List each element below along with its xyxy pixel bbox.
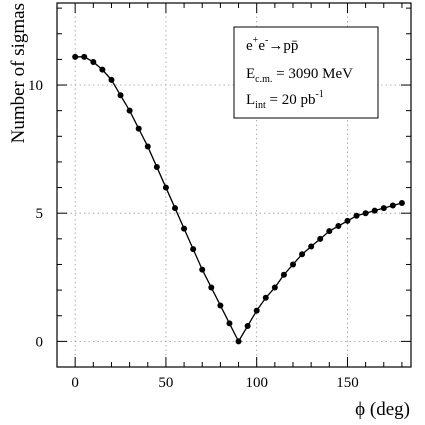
data-point-24 [290,261,296,268]
data-point-31 [353,212,360,219]
data-point-35 [389,202,396,209]
data-point-12 [181,225,188,232]
y-tick-label-0: 0 [36,334,44,350]
data-point-5 [117,92,124,99]
data-point-13 [190,246,197,253]
data-point-22 [271,284,278,291]
x-tick-label-3: 150 [336,375,359,391]
data-point-25 [299,251,306,258]
data-point-7 [135,125,142,132]
data-point-16 [217,302,224,309]
data-point-27 [317,235,324,242]
data-point-30 [344,217,351,224]
data-point-17 [226,320,233,327]
x-axis-title: ϕ (deg) [355,399,410,420]
data-point-0 [72,53,79,60]
data-point-34 [380,205,387,212]
data-point-20 [253,307,260,314]
data-point-10 [162,184,169,191]
data-point-26 [308,243,315,250]
y-tick-label-2: 10 [28,78,43,94]
legend-box: e+e-→pp̄ Ec.m. = 3090 MeV Lint = 20 pb-1 [233,26,379,119]
data-point-11 [172,205,178,212]
x-tick-label-2: 100 [245,375,268,391]
legend-frame [233,26,379,119]
y-axis-title: Number of sigmas [8,3,29,143]
legend-line-2: Ec.m. = 3090 MeV [246,66,353,85]
tick-labels: 0 50 100 150 0 5 10 [28,78,359,391]
data-point-1 [81,53,88,60]
data-point-23 [280,271,287,278]
data-point-9 [153,164,160,171]
legend-line-1: e+e-→pp̄ [246,35,298,54]
data-point-3 [99,66,106,73]
data-point-2 [90,58,97,65]
data-point-15 [208,284,215,291]
y-tick-label-1: 5 [36,206,44,222]
data-point-21 [262,294,269,301]
legend-line-3: Lint = 20 pb-1 [246,89,324,111]
data-point-32 [362,210,369,217]
data-point-6 [126,107,133,114]
x-tick-label-0: 0 [71,375,79,391]
data-point-29 [335,223,342,230]
axis-ticks [56,3,411,368]
data-point-36 [398,199,405,206]
data-point-33 [371,207,378,214]
data-point-8 [144,143,151,150]
data-point-19 [244,322,251,329]
data-point-14 [199,266,206,273]
data-point-28 [326,228,333,235]
data-series [72,53,405,345]
data-point-18 [235,338,242,345]
x-tick-label-1: 50 [158,375,173,391]
data-point-4 [108,76,115,83]
